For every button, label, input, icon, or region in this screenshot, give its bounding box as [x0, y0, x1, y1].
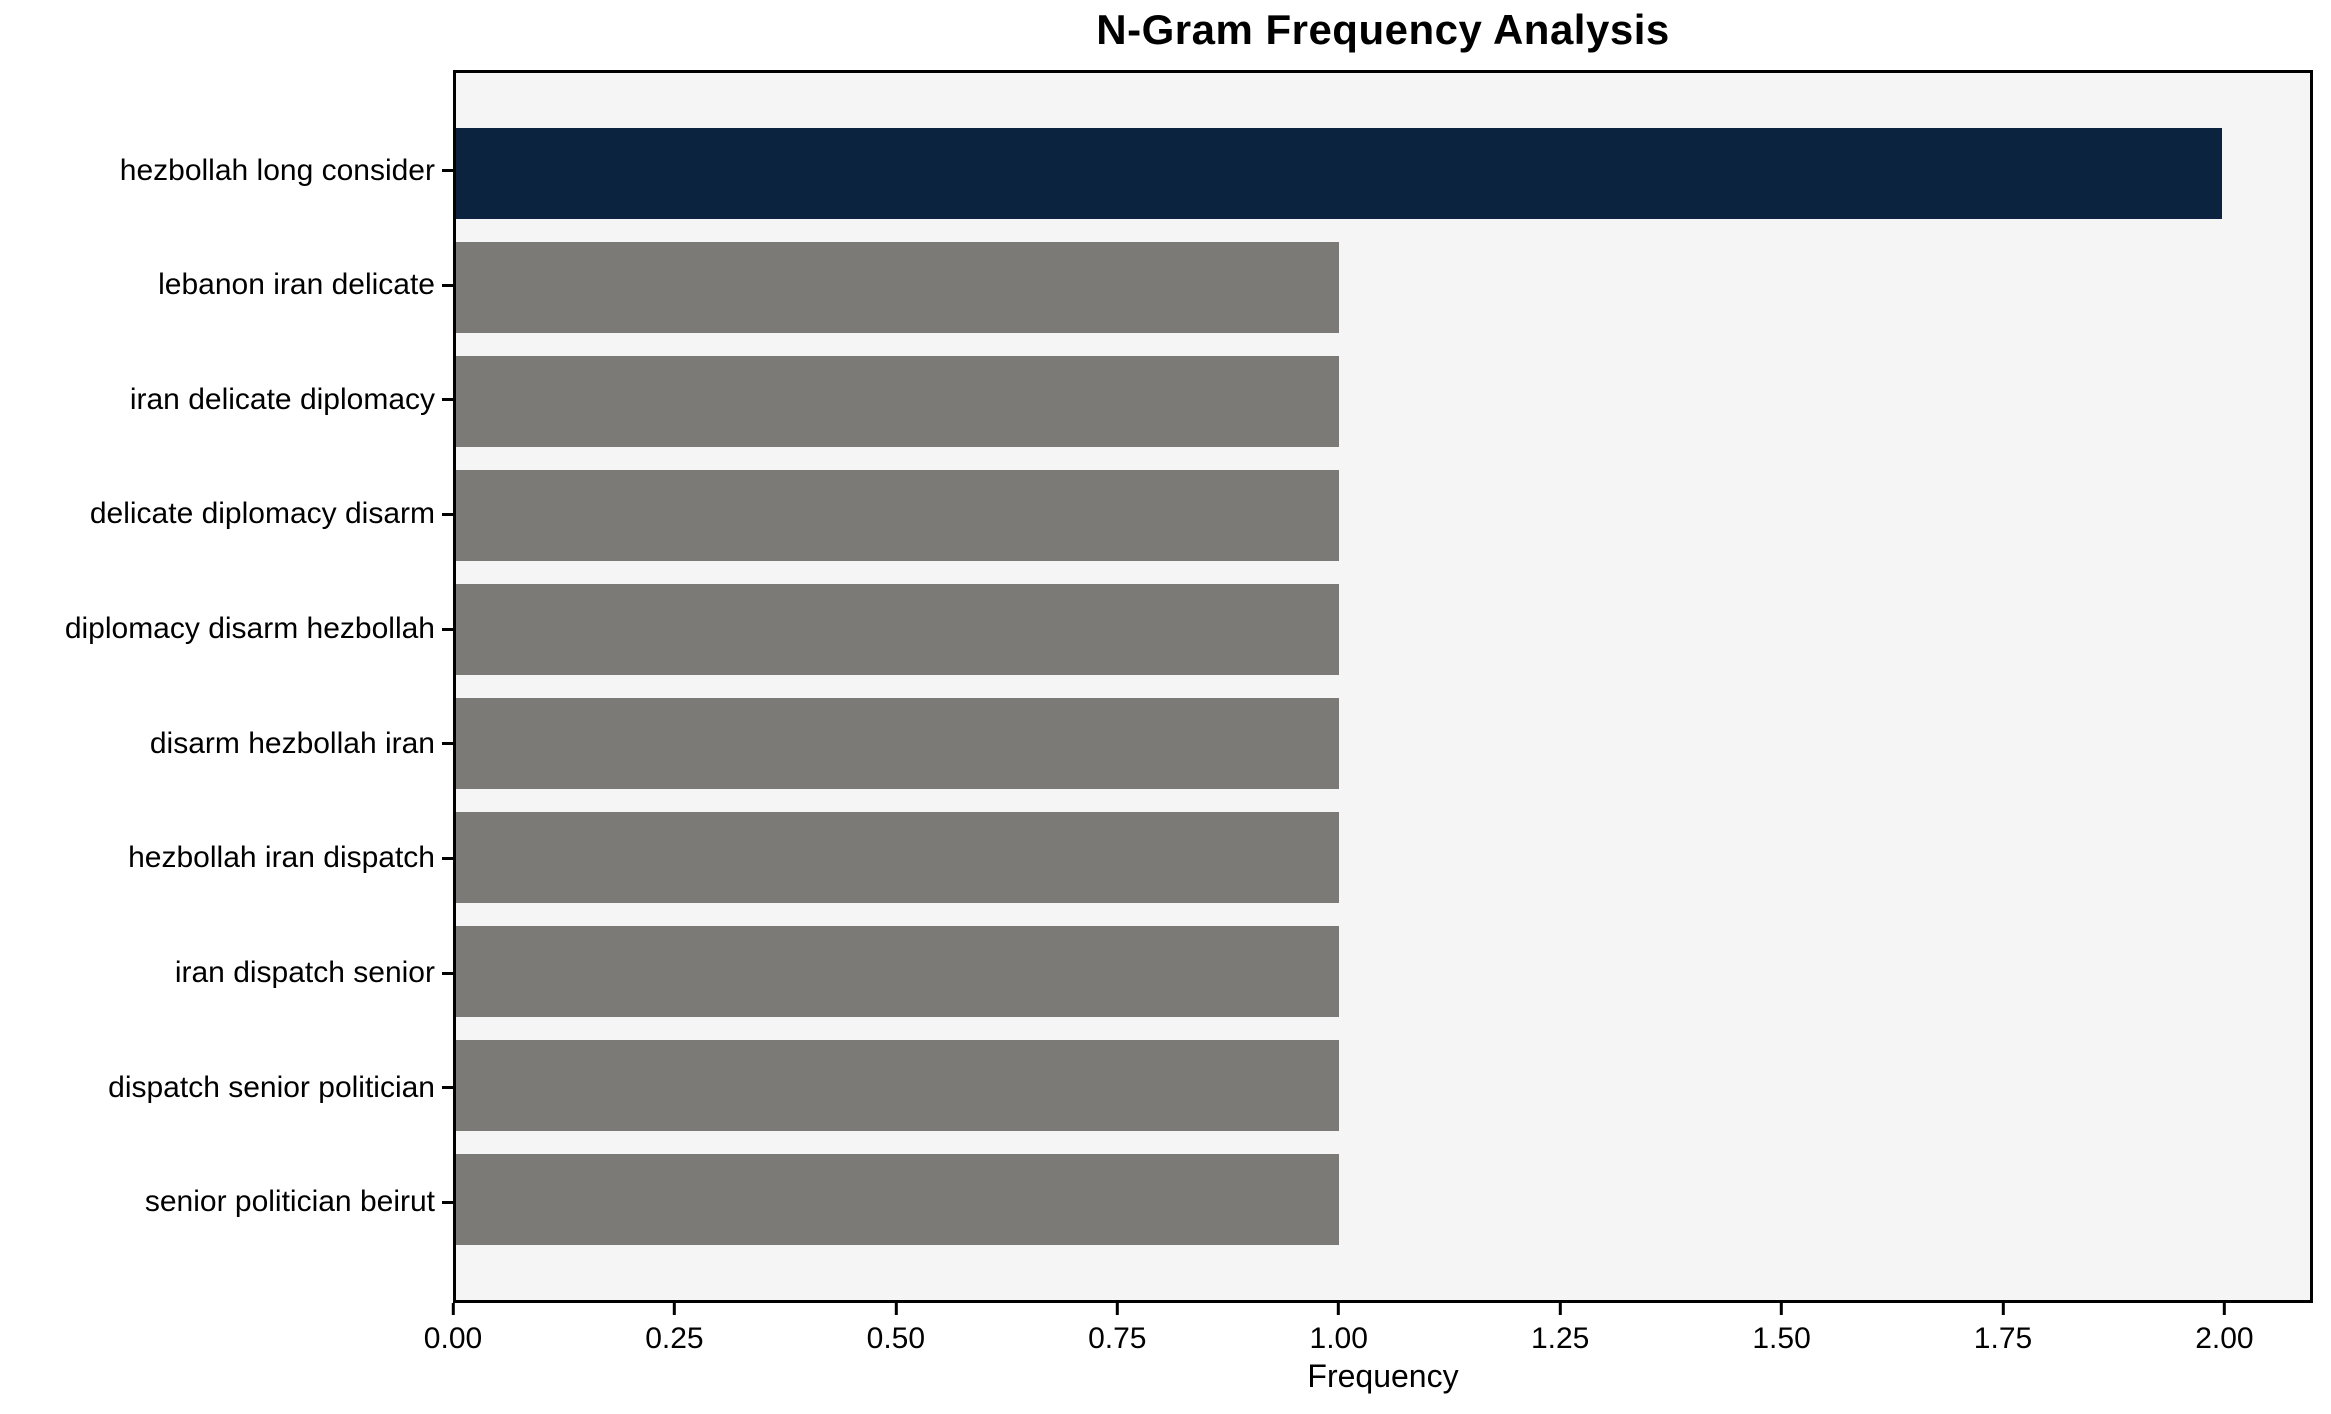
y-tick-row: disarm hezbollah iran [0, 698, 453, 789]
chart-title: N-Gram Frequency Analysis [1096, 6, 1670, 53]
x-tick-mark [2222, 1303, 2226, 1315]
x-tick: 1.75 [1974, 1303, 2032, 1356]
plot-area [453, 70, 2313, 1303]
bar-row [456, 128, 2310, 219]
bar-iran-delicate-diplomacy [456, 356, 1339, 447]
x-tick-label: 1.25 [1530, 1322, 1590, 1355]
x-tick: 1.50 [1752, 1303, 1811, 1356]
x-tick-label: 0.75 [1088, 1322, 1147, 1355]
bar-lebanon-iran-delicate [456, 242, 1339, 333]
y-axis-labels: hezbollah long consider lebanon iran del… [0, 70, 453, 1303]
bar-row [456, 812, 2310, 903]
bar-hezbollah-long-consider [456, 128, 2222, 219]
bar-diplomacy-disarm-hezbollah [456, 584, 1339, 675]
y-tick-row: lebanon iran delicate [0, 240, 453, 331]
y-tick-label: senior politician beirut [144, 1185, 435, 1219]
y-tick-row: senior politician beirut [0, 1157, 453, 1248]
bar-disarm-hezbollah-iran [456, 698, 1339, 789]
y-tick-mark [442, 856, 453, 860]
y-tick-row: dispatch senior politician [0, 1042, 453, 1133]
bar-row [456, 356, 2310, 447]
bar-row [456, 584, 2310, 675]
y-tick-row: delicate diplomacy disarm [0, 469, 453, 560]
x-tick-mark [894, 1303, 898, 1315]
x-tick-label: 1.50 [1752, 1322, 1811, 1355]
x-tick: 0.50 [867, 1303, 925, 1356]
x-tick: 1.25 [1531, 1303, 1589, 1356]
y-tick-mark [442, 627, 453, 631]
y-tick-row: hezbollah iran dispatch [0, 813, 453, 904]
bar-row [456, 470, 2310, 561]
x-tick-mark [1115, 1303, 1119, 1315]
x-tick-mark [451, 1303, 455, 1315]
y-tick-mark [442, 971, 453, 975]
x-tick: 2.00 [2195, 1303, 2254, 1356]
y-tick-label: diplomacy disarm hezbollah [64, 612, 435, 646]
x-tick-label: 2.00 [2195, 1322, 2254, 1355]
y-tick-mark [442, 512, 453, 516]
x-tick-mark [1337, 1303, 1341, 1315]
y-tick-label: delicate diplomacy disarm [89, 497, 435, 531]
x-tick-label: 0.00 [423, 1322, 483, 1355]
y-tick-mark [442, 1086, 453, 1090]
bar-iran-dispatch-senior [456, 926, 1339, 1017]
y-tick-mark [442, 169, 453, 172]
y-tick-label: lebanon iran delicate [158, 268, 435, 302]
y-tick-label: disarm hezbollah iran [149, 726, 435, 760]
y-tick-row: iran delicate diplomacy [0, 354, 453, 445]
x-tick-mark [2001, 1303, 2005, 1315]
y-tick-label: dispatch senior politician [108, 1070, 435, 1104]
x-tick: 0.00 [424, 1303, 482, 1356]
bar-delicate-diplomacy-disarm [456, 470, 1339, 561]
y-tick-label: iran dispatch senior [174, 956, 435, 990]
x-tick-mark [672, 1303, 676, 1315]
y-tick-mark [442, 398, 453, 402]
bar-row [456, 1040, 2310, 1131]
y-tick-row: diplomacy disarm hezbollah [0, 584, 453, 675]
y-tick-row: hezbollah long consider [0, 125, 453, 216]
x-tick-mark [1780, 1303, 1784, 1315]
bar-row [456, 698, 2310, 789]
y-tick-mark [442, 1200, 453, 1204]
x-tick: 0.75 [1088, 1303, 1146, 1356]
x-tick: 0.25 [645, 1303, 704, 1356]
x-axis-ticks: 0.00 0.25 0.50 0.75 1.00 1.25 1.50 1.75 [424, 1303, 2313, 1373]
y-tick-label: iran delicate diplomacy [129, 382, 435, 416]
y-tick-label: hezbollah iran dispatch [128, 841, 435, 875]
bar-row [456, 242, 2310, 333]
x-tick-label: 0.25 [645, 1322, 704, 1355]
y-tick-mark [442, 283, 453, 287]
bar-senior-politician-beirut [456, 1154, 1339, 1245]
y-tick-label: hezbollah long consider [119, 153, 435, 187]
bar-row [456, 926, 2310, 1017]
bar-row [456, 1154, 2310, 1245]
x-axis-title: Frequency [1307, 1358, 1459, 1394]
x-tick: 1.00 [1310, 1303, 1368, 1356]
bar-hezbollah-iran-dispatch [456, 812, 1339, 903]
bar-dispatch-senior-politician [456, 1040, 1339, 1131]
x-tick-label: 1.00 [1309, 1322, 1368, 1355]
x-tick-mark [1558, 1303, 1562, 1315]
y-tick-row: iran dispatch senior [0, 928, 453, 1019]
y-tick-mark [442, 742, 453, 746]
x-tick-label: 1.75 [1973, 1322, 2033, 1355]
x-tick-label: 0.50 [866, 1322, 926, 1355]
